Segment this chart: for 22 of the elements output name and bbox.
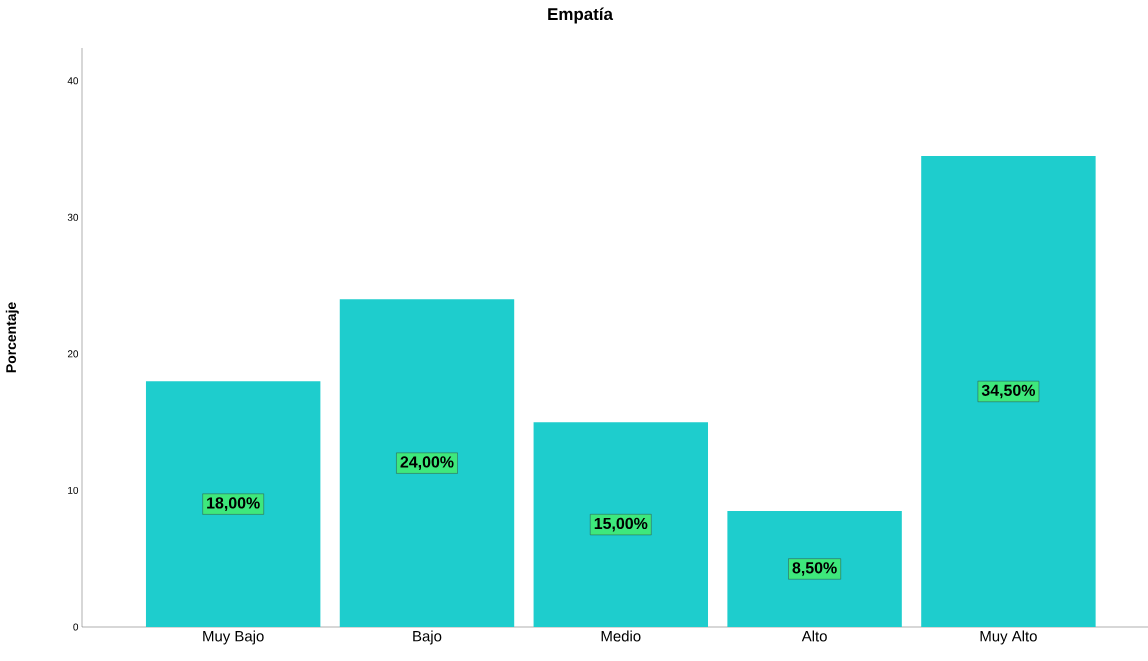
bar <box>533 422 709 627</box>
data-label: 8,50% <box>792 562 837 576</box>
bar <box>727 510 902 627</box>
y-tick-label: 40 <box>67 77 79 85</box>
x-tick-label: Bajo <box>413 630 442 645</box>
x-tick-label: Medio <box>601 630 641 642</box>
x-tick-label: Muy Bajo <box>203 630 264 645</box>
data-label: 34,50% <box>981 384 1036 399</box>
data-label: 18,00% <box>207 497 260 511</box>
data-label: 15,00% <box>594 517 648 532</box>
y-tick-label: 0 <box>73 623 79 631</box>
bar <box>339 299 515 627</box>
y-tick-label: 10 <box>68 486 79 494</box>
x-tick-label: Muy Alto <box>980 630 1037 645</box>
bar <box>921 155 1096 627</box>
y-tick-label: 20 <box>67 350 79 358</box>
y-tick-label: 30 <box>67 213 79 221</box>
chart-title: Empatía <box>548 7 614 24</box>
bar <box>145 381 321 627</box>
y-axis-title: Porcentaje <box>5 302 19 373</box>
x-tick-label: Alto <box>801 630 827 642</box>
data-label: 24,00% <box>400 456 454 470</box>
